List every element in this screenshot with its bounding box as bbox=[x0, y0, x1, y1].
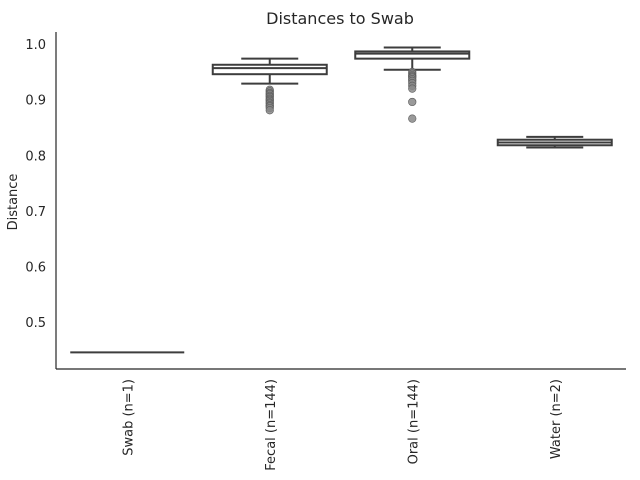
y-tick-label: 1.0 bbox=[25, 38, 46, 53]
outlier-point bbox=[408, 84, 417, 93]
y-tick-label: 0.5 bbox=[25, 316, 46, 331]
outlier-point bbox=[408, 114, 417, 123]
x-tick-label: Oral (n=144) bbox=[406, 379, 421, 464]
y-tick-label: 0.7 bbox=[25, 205, 46, 220]
y-axis-label: Distance bbox=[6, 174, 21, 231]
y-tick-label: 0.9 bbox=[25, 94, 46, 109]
box bbox=[354, 50, 471, 60]
outlier-point bbox=[408, 97, 417, 107]
chart-title: Distances to Swab bbox=[266, 9, 414, 28]
outlier-point bbox=[265, 106, 274, 115]
y-tick-label: 0.8 bbox=[25, 149, 46, 164]
plot-area: 0.5 0.6 0.7 0.8 0.9 1.0 Swab (n=1) Fecal (n=144… bbox=[25, 32, 626, 471]
x-tick-label: Fecal (n=144) bbox=[264, 379, 279, 471]
x-tick-label: Swab (n=1) bbox=[121, 379, 136, 456]
y-tick-label: 0.6 bbox=[25, 260, 46, 275]
box bbox=[211, 63, 328, 76]
x-tick-label: Water (n=2) bbox=[549, 379, 564, 459]
